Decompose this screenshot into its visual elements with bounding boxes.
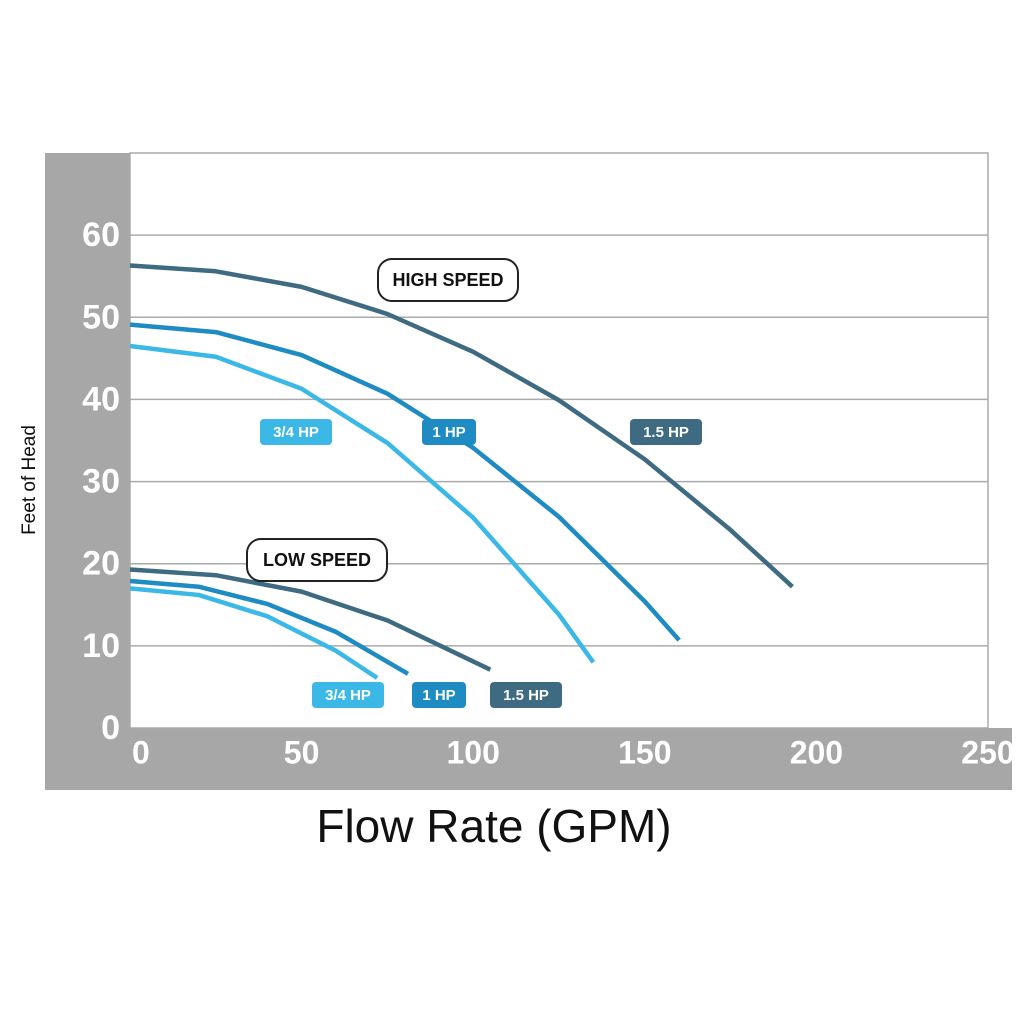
x-tick-label: 200 — [790, 734, 843, 770]
series-label: 1 HP — [432, 424, 465, 441]
y-tick-label: 60 — [82, 216, 120, 254]
y-tick-label: 0 — [101, 709, 120, 747]
series-tag — [312, 682, 384, 708]
curve — [129, 578, 410, 676]
y-tick-label: 10 — [82, 627, 120, 665]
series-label: 3/4 HP — [273, 424, 319, 441]
x-axis-band — [45, 728, 1012, 790]
curve — [129, 263, 794, 589]
curve — [129, 322, 681, 642]
series-tag — [490, 682, 562, 708]
series-tag — [422, 419, 476, 445]
y-axis-title: Feet of Head — [19, 425, 40, 535]
y-tick-label: 30 — [82, 463, 120, 501]
series-tag — [412, 682, 466, 708]
annotation-box — [246, 538, 388, 582]
x-tick-label: 50 — [284, 734, 320, 770]
series-label: 1.5 HP — [643, 424, 689, 441]
y-axis-band — [45, 153, 130, 790]
plot-frame — [129, 152, 989, 729]
series-tag — [630, 419, 702, 445]
curve — [129, 586, 379, 680]
series-label: 1 HP — [422, 687, 455, 704]
curve — [129, 343, 596, 664]
series-label: 1.5 HP — [503, 687, 549, 704]
annotation-box — [377, 258, 519, 302]
annotation: HIGH SPEED — [392, 270, 503, 290]
annotation: LOW SPEED — [263, 550, 371, 570]
x-tick-label: 150 — [618, 734, 671, 770]
series-label: 3/4 HP — [325, 687, 371, 704]
y-tick-label: 40 — [82, 380, 120, 418]
y-tick-label: 20 — [82, 545, 120, 583]
x-tick-label: 100 — [447, 734, 500, 770]
curve — [129, 567, 492, 672]
y-tick-label: 50 — [82, 298, 120, 336]
x-tick-label: 250 — [961, 734, 1014, 770]
series-tag — [260, 419, 332, 445]
x-tick-label: 0 — [132, 734, 150, 770]
x-axis-title: Flow Rate (GPM) — [316, 800, 671, 852]
